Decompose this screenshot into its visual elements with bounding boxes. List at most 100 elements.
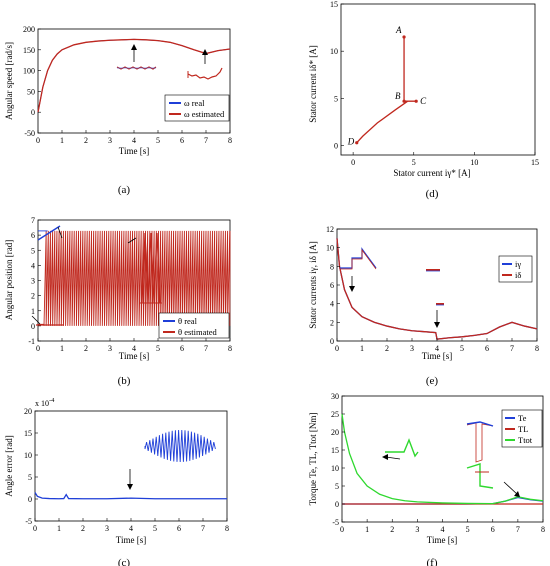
point-label-b: B xyxy=(395,91,401,101)
y-tick-label: 6 xyxy=(330,281,334,290)
x-tick-label: 5 xyxy=(153,524,157,533)
panel-d: 0 5 10 15 0 5 10 15 A B C D Stator current iγ* [A]… xyxy=(308,0,539,200)
arrow-annotation xyxy=(349,276,440,328)
series-ttot xyxy=(341,413,544,505)
x-tick-label: 0 xyxy=(335,344,339,353)
point-marker-b xyxy=(402,99,406,103)
x-tick-label: 6 xyxy=(180,136,184,145)
y-tick-label: -5 xyxy=(332,518,339,527)
y-tick-label: 2 xyxy=(330,318,334,327)
x-tick-label: 1 xyxy=(60,344,64,353)
legend-label-i-delta: iδ xyxy=(515,270,521,280)
x-tick-label: 4 xyxy=(129,524,133,533)
x-tick-label: 7 xyxy=(204,136,208,145)
legend-box xyxy=(164,94,230,122)
y-tick-label: 2 xyxy=(31,292,35,301)
y-tick-label: 25 xyxy=(331,410,339,419)
panel-label: (e) xyxy=(426,375,439,387)
y-tick-label: 10 xyxy=(24,451,32,460)
x-tick-label: 0 xyxy=(340,525,344,534)
y-tick-label: 0 xyxy=(335,500,339,509)
arrow-annotation xyxy=(131,44,208,64)
legend-box xyxy=(498,255,533,283)
x-tick-label: 8 xyxy=(535,344,539,353)
x-tick-label: 0 xyxy=(351,158,355,167)
series-series-0 xyxy=(356,37,417,144)
series-series-0 xyxy=(34,492,227,500)
y-tick-label: 12 xyxy=(326,225,334,234)
legend-label-tl: TL xyxy=(518,424,528,434)
point-label-d: D xyxy=(347,137,355,147)
x-tick-label: 1 xyxy=(57,524,61,533)
y-tick-label: 20 xyxy=(331,428,339,437)
legend: Te TL Ttot xyxy=(501,409,543,448)
x-tick-label: 6 xyxy=(177,524,181,533)
x-tick-label: 7 xyxy=(516,525,520,534)
y-tick-label: 3 xyxy=(31,277,35,286)
y-axis-label: Torque Te, TL, Ttot [Nm] xyxy=(308,413,318,506)
y-tick-label: -1 xyxy=(28,337,35,346)
exponent-label: x 10-4 xyxy=(35,397,55,408)
x-tick-label: 2 xyxy=(84,136,88,145)
x-tick-label: 4 xyxy=(132,344,136,353)
x-tick-label: 6 xyxy=(180,344,184,353)
x-tick-label: 0 xyxy=(36,136,40,145)
legend: θ real θ estimated xyxy=(158,312,230,339)
legend-label-te: Te xyxy=(518,413,527,423)
y-tick-label: 100 xyxy=(23,67,35,76)
y-tick-label: 0 xyxy=(330,337,334,346)
x-tick-label: 4 xyxy=(441,525,445,534)
x-tick-label: 10 xyxy=(470,158,478,167)
legend-label-theta-real: θ real xyxy=(178,316,198,326)
x-tick-label: 8 xyxy=(225,524,229,533)
inset-oscillation xyxy=(144,429,216,463)
inset-zoom-right xyxy=(187,67,223,80)
inset-zoom xyxy=(144,429,216,463)
y-tick-label: 0 xyxy=(334,142,338,151)
legend-label-omega-estimated: ω estimated xyxy=(184,109,225,119)
x-tick-label: 6 xyxy=(485,344,489,353)
x-tick-label: 5 xyxy=(466,525,470,534)
y-tick-label: 5 xyxy=(31,246,35,255)
point-marker-d xyxy=(355,141,359,145)
x-tick-label: 7 xyxy=(510,344,514,353)
arrow-annotation xyxy=(127,469,133,490)
y-axis-label: Angular position [rad] xyxy=(4,240,14,320)
x-tick-label: 8 xyxy=(541,525,545,534)
x-tick-label: 3 xyxy=(415,525,419,534)
x-tick-label: 5 xyxy=(460,344,464,353)
point-marker-a xyxy=(402,35,406,39)
y-tick-label: 0 xyxy=(31,322,35,331)
legend-label-theta-estimated: θ estimated xyxy=(178,327,218,337)
y-tick-label: 1 xyxy=(31,307,35,316)
x-tick-label: 3 xyxy=(410,344,414,353)
arrow-annotation xyxy=(382,454,520,497)
arrow-annotation xyxy=(31,226,137,325)
y-tick-label: 5 xyxy=(28,473,32,482)
legend: iγ iδ xyxy=(498,255,533,283)
x-tick-label: 7 xyxy=(204,344,208,353)
x-axis-label: Time [s] xyxy=(427,535,457,545)
x-tick-label: 2 xyxy=(81,524,85,533)
legend-label-i-gamma: iγ xyxy=(515,259,521,269)
x-tick-label: 15 xyxy=(531,158,539,167)
x-tick-label: 0 xyxy=(36,344,40,353)
series-theta-estimated xyxy=(38,230,231,326)
legend-label-omega-real: ω real xyxy=(184,98,205,108)
legend-label-ttot: Ttot xyxy=(518,435,533,445)
x-tick-label: 1 xyxy=(365,525,369,534)
axes-frame xyxy=(340,3,536,156)
x-tick-label: 2 xyxy=(385,344,389,353)
x-tick-label: 6 xyxy=(491,525,495,534)
panel-label: (b) xyxy=(118,375,131,387)
x-tick-label: 4 xyxy=(132,136,136,145)
x-axis-label: Time [s] xyxy=(116,535,146,545)
x-tick-label: 3 xyxy=(108,136,112,145)
y-tick-label: 10 xyxy=(331,464,339,473)
panel-label: (f) xyxy=(427,557,438,566)
x-tick-label: 7 xyxy=(201,524,205,533)
